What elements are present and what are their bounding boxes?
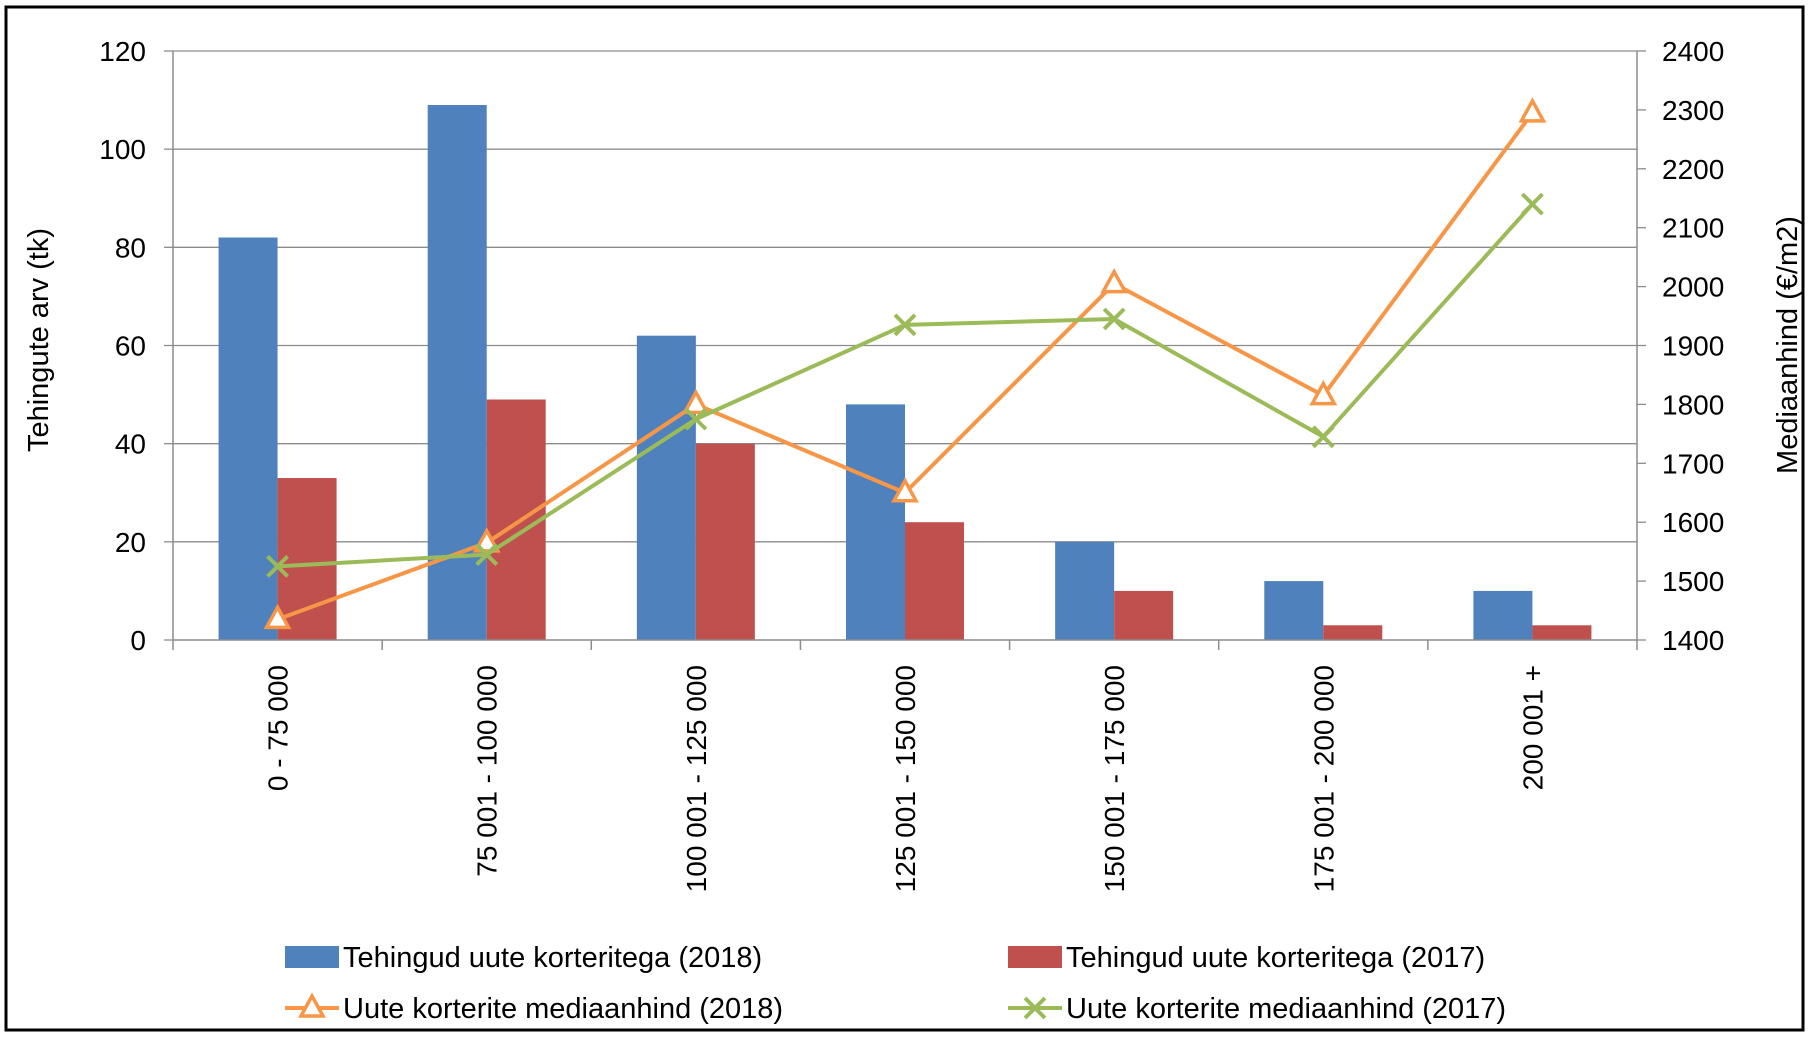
line-point (475, 543, 499, 567)
legend-label: Uute korterite mediaanhind (2017) (1066, 993, 1506, 1025)
bar (218, 237, 278, 640)
y-tick-label-right: 1800 (1662, 389, 1724, 420)
bar (695, 443, 755, 640)
x-tick-label: 75 001 - 100 000 (472, 665, 503, 877)
y-tick-label-right: 2200 (1662, 154, 1724, 185)
y-tick-label-left: 120 (99, 36, 146, 67)
legend-label: Uute korterite mediaanhind (2018) (343, 993, 783, 1025)
y-axis-title-left: Tehingute arv (tk) (23, 228, 55, 452)
line-point (1518, 97, 1547, 123)
line-point (1023, 996, 1047, 1020)
legend-item: Tehingud uute korteritega (2018) (285, 942, 762, 974)
y-tick-label-right: 1400 (1662, 625, 1724, 656)
bar (636, 335, 696, 640)
line-point (893, 313, 917, 337)
x-tick-label: 150 001 - 175 000 (1099, 665, 1130, 892)
x-marker (1311, 425, 1335, 449)
line-point (1309, 379, 1338, 406)
y-tick-label-right: 2300 (1662, 95, 1724, 126)
line-point (1521, 192, 1544, 216)
y-tick-label-left: 100 (99, 134, 146, 165)
legend-swatch (1008, 946, 1062, 968)
y-tick-label-left: 0 (130, 625, 146, 656)
legend-label: Tehingud uute korteritega (2017) (1066, 942, 1485, 974)
line-point (266, 554, 289, 578)
y-tick-label-right: 2000 (1662, 272, 1724, 303)
x-tick-label: 100 001 - 125 000 (681, 665, 712, 892)
bar (1473, 590, 1533, 640)
bar (905, 522, 964, 640)
y-tick-label-right: 2400 (1662, 36, 1724, 67)
gridlines (173, 50, 1637, 543)
bar (1264, 581, 1324, 640)
y-tick-label-right: 1900 (1662, 331, 1724, 362)
x-marker (475, 543, 499, 567)
y-tick-label-left: 80 (115, 232, 146, 263)
line-point (1100, 268, 1129, 294)
bar (1532, 625, 1592, 640)
x-marker (266, 554, 289, 578)
line-point (298, 992, 326, 1018)
legend-label: Tehingud uute korteritega (2018) (343, 942, 762, 974)
bar (1055, 541, 1115, 640)
line-point (681, 388, 710, 415)
x-tick-label: 175 001 - 200 000 (1308, 665, 1339, 892)
x-marker (1023, 996, 1047, 1020)
y-tick-label-right: 2100 (1662, 213, 1724, 244)
legend: Tehingud uute korteritega (2018) Tehingud… (285, 942, 1506, 1025)
line-point (1311, 425, 1335, 449)
y-tick-label-right: 1500 (1662, 566, 1724, 597)
line-point (263, 603, 292, 630)
x-marker (684, 407, 708, 431)
y-tick-label-left: 60 (115, 331, 146, 362)
legend-item: Uute korterite mediaanhind (2018) (285, 992, 783, 1025)
bar (1323, 625, 1383, 640)
bars (218, 104, 1592, 640)
y-tick-label-left: 40 (115, 429, 146, 460)
axes (164, 50, 1646, 650)
bar (846, 404, 905, 640)
x-tick-label: 200 001 + (1517, 665, 1548, 790)
labels: Tehingute arv (tk) Mediaanhind (€/m2) 0 2… (23, 36, 1804, 892)
legend-swatch (285, 946, 339, 968)
x-marker (893, 313, 917, 337)
line-point (472, 527, 501, 553)
bar (486, 399, 546, 640)
y-tick-label-right: 1600 (1662, 507, 1724, 538)
y-axis-title-right: Mediaanhind (€/m2) (1772, 216, 1804, 474)
legend-item: Uute korterite mediaanhind (2017) (1008, 993, 1506, 1025)
line-point (1102, 307, 1126, 331)
y-tick-label-left: 20 (115, 527, 146, 558)
line-point (891, 477, 919, 503)
bar (1114, 590, 1174, 640)
x-marker (1521, 192, 1544, 216)
x-tick-label: 0 - 75 000 (263, 665, 294, 791)
legend-item: Tehingud uute korteritega (2017) (1008, 942, 1485, 974)
x-tick-label: 125 001 - 150 000 (890, 665, 921, 892)
lines (263, 97, 1547, 630)
x-marker (1102, 307, 1126, 331)
line-point (684, 407, 708, 431)
y-tick-label-right: 1700 (1662, 448, 1724, 479)
